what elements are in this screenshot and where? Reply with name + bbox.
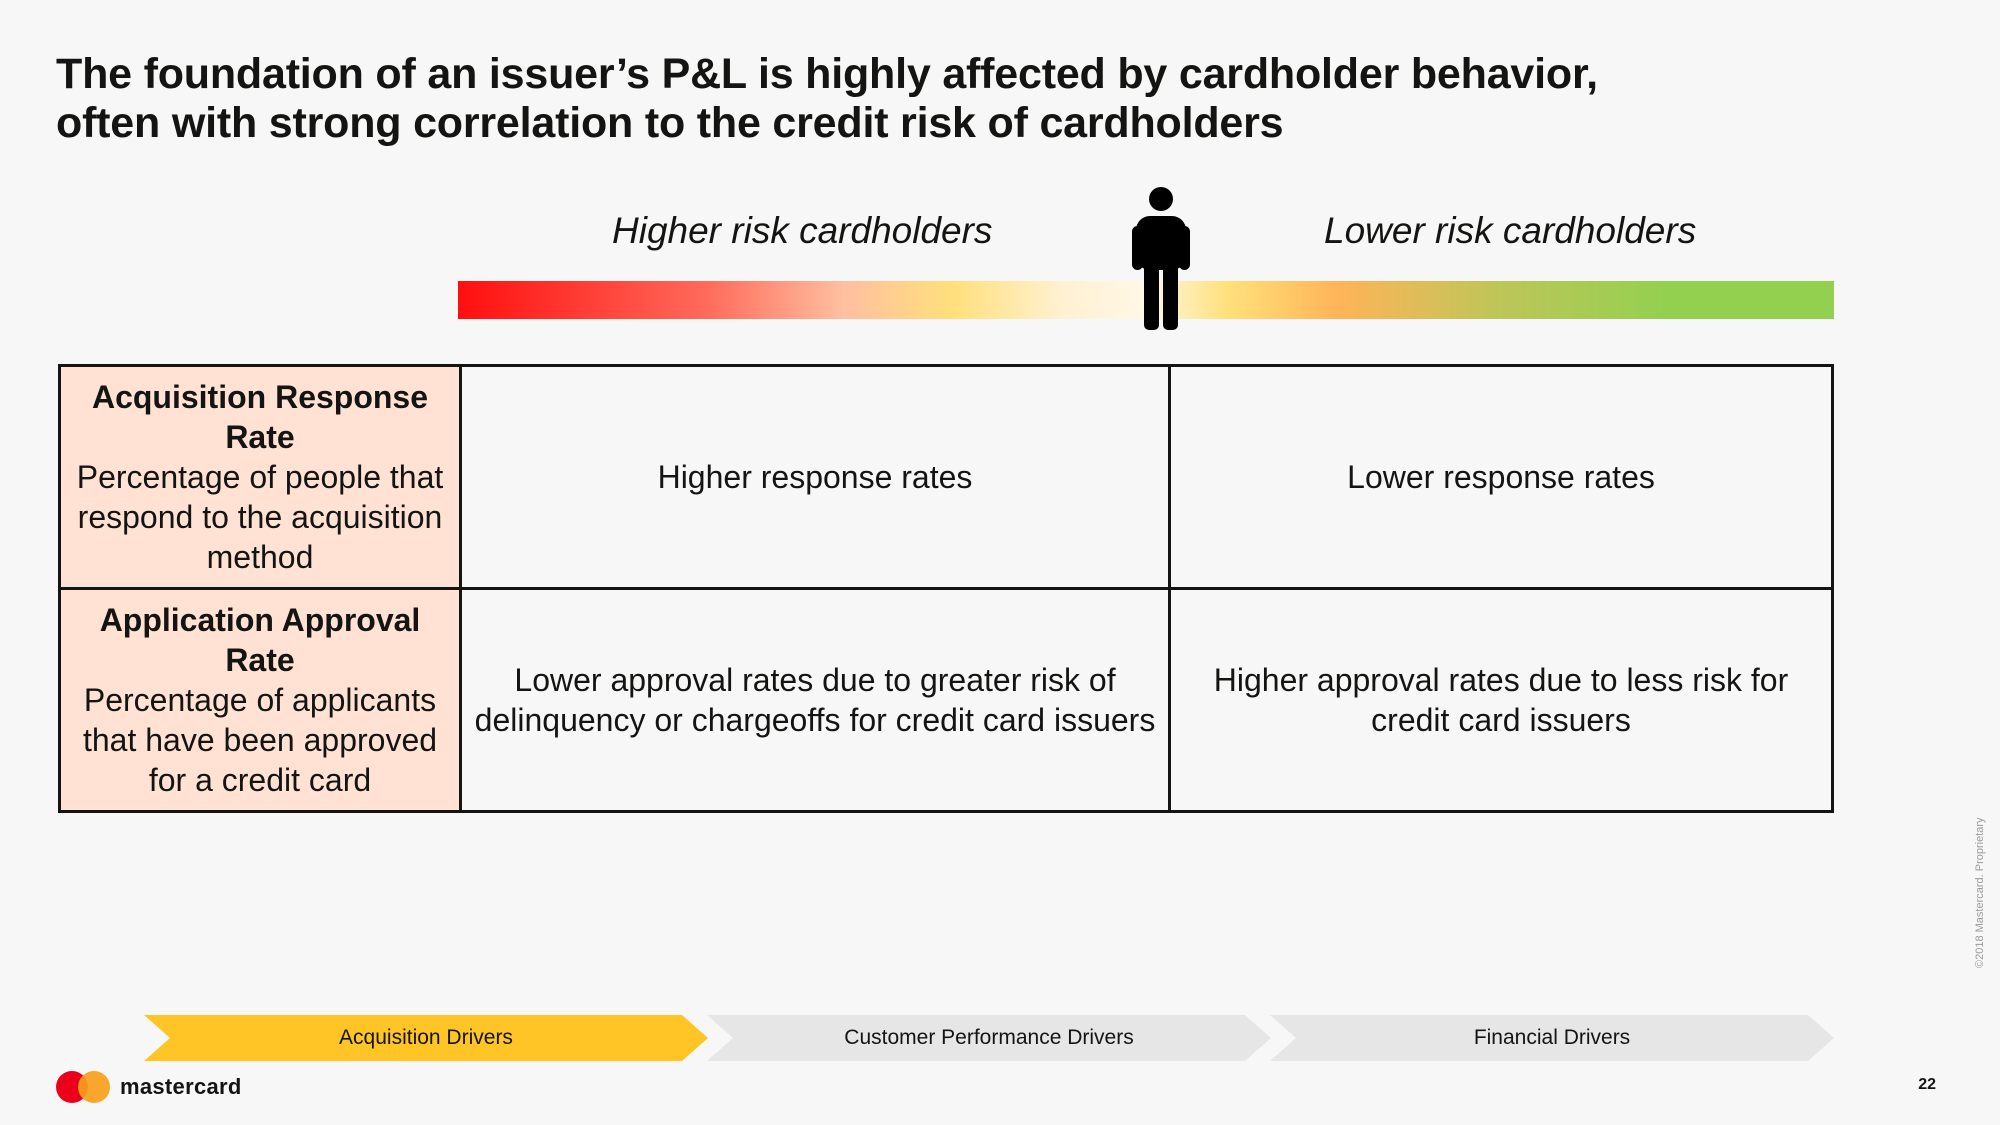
metric-description: Percentage of people that respond to the… bbox=[76, 459, 444, 575]
title-line-2: often with strong correlation to the cre… bbox=[56, 99, 1284, 147]
person-icon bbox=[1132, 187, 1190, 330]
title-line-1: The foundation of an issuer’s P&L is hig… bbox=[56, 50, 1598, 98]
higher-risk-cell: Higher response rates bbox=[459, 364, 1171, 590]
drivers-table: Acquisition Response Rate Percentage of … bbox=[58, 364, 1834, 813]
metric-name: Application Approval Rate bbox=[99, 602, 421, 678]
metric-description: Percentage of applicants that have been … bbox=[82, 682, 438, 798]
lower-risk-cell: Lower response rates bbox=[1168, 364, 1834, 590]
table-row: Acquisition Response Rate Percentage of … bbox=[58, 364, 1834, 590]
metric-cell: Application Approval Rate Percentage of … bbox=[58, 587, 462, 813]
slide-title: The foundation of an issuer’s P&L is hig… bbox=[56, 50, 1836, 148]
metric-cell: Acquisition Response Rate Percentage of … bbox=[58, 364, 462, 590]
higher-risk-label: Higher risk cardholders bbox=[612, 210, 993, 251]
chevron-customer-performance-drivers[interactable]: Customer Performance Drivers bbox=[707, 1015, 1271, 1061]
chevron-financial-drivers[interactable]: Financial Drivers bbox=[1270, 1015, 1834, 1061]
driver-navigation: Acquisition Drivers Customer Performance… bbox=[144, 1015, 1834, 1061]
copyright-notice: ©2018 Mastercard. Proprietary bbox=[1974, 817, 1986, 968]
lower-risk-label: Lower risk cardholders bbox=[1324, 210, 1697, 251]
metric-name: Acquisition Response Rate bbox=[91, 379, 429, 455]
table-row: Application Approval Rate Percentage of … bbox=[58, 587, 1834, 813]
lower-risk-cell: Higher approval rates due to less risk f… bbox=[1168, 587, 1834, 813]
chevron-acquisition-drivers[interactable]: Acquisition Drivers bbox=[144, 1015, 708, 1061]
page-number: 22 bbox=[1918, 1076, 1936, 1093]
mastercard-circles-icon bbox=[56, 1071, 110, 1103]
logo-wordmark: mastercard bbox=[120, 1074, 242, 1099]
mastercard-logo: mastercard bbox=[56, 1069, 242, 1105]
higher-risk-cell: Lower approval rates due to greater risk… bbox=[459, 587, 1171, 813]
